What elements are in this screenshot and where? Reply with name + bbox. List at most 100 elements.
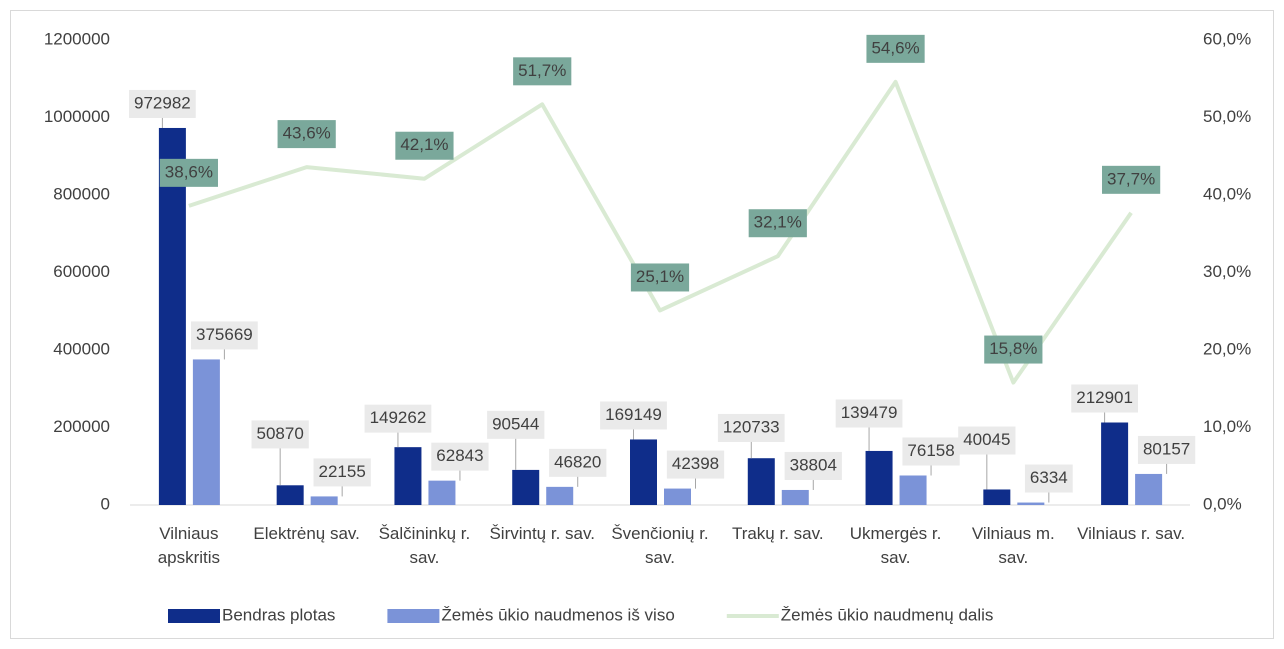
line-data-label-box: [984, 335, 1043, 364]
y-tick-label: 600000: [53, 262, 110, 281]
bar-data-label-box: [600, 401, 667, 430]
bar-data-label-box: [364, 404, 432, 433]
y-tick-label: 1000000: [44, 107, 110, 126]
x-tick-label: Širvintų r. sav.: [489, 524, 595, 543]
line-data-label-box: [513, 57, 572, 86]
line-data-label: 37,7%: [1107, 169, 1155, 188]
bar-data-label: 50870: [257, 424, 304, 443]
line-data-label-box: [159, 158, 218, 187]
bar-data-label: 76158: [907, 441, 954, 460]
bar-data-label-box: [191, 321, 258, 350]
bar-data-label-box: [666, 450, 725, 479]
x-tick-label: Švenčionių r. sav.: [611, 524, 709, 567]
y2-tick-label: 50,0%: [1203, 107, 1251, 126]
bar-data-label-box: [1137, 435, 1196, 464]
bar-data-label: 22155: [319, 462, 366, 481]
bar-data-label: 169149: [605, 405, 662, 424]
y2-tick-label: 20,0%: [1203, 339, 1251, 358]
bar-data-label-box: [549, 448, 607, 477]
bar-data-label-box: [835, 399, 903, 428]
bar: [512, 469, 540, 505]
chart-border: [10, 10, 1274, 639]
bar: [747, 458, 775, 505]
bar-data-label: 6334: [1030, 468, 1068, 487]
x-tick-label: Ukmergės r. sav.: [849, 524, 942, 567]
bar-data-label-box: [717, 413, 785, 442]
bar: [1017, 502, 1045, 505]
legend-label: Bendras plotas: [222, 605, 335, 624]
bar-data-label: 139479: [841, 403, 898, 422]
y-tick-label: 0: [101, 494, 110, 513]
bar-data-label: 38804: [790, 455, 837, 474]
bar: [428, 480, 456, 505]
legend-label: Žemės ūkio naudmenos iš viso: [441, 605, 674, 624]
bar: [546, 486, 574, 505]
line-data-label: 54,6%: [871, 38, 919, 57]
legend-swatch: [387, 609, 440, 623]
line-data-label: 43,6%: [283, 124, 331, 143]
bar-data-label: 46820: [554, 452, 601, 471]
line-data-label-box: [1102, 165, 1161, 194]
bar: [983, 489, 1011, 505]
line-data-label: 42,1%: [400, 135, 448, 154]
bar-data-label-box: [129, 89, 196, 118]
bar-data-label-box: [313, 458, 371, 487]
bar-data-label: 375669: [196, 325, 253, 344]
bar-data-label: 90544: [492, 414, 539, 433]
bar-data-label: 149262: [370, 408, 427, 427]
bar: [1135, 473, 1163, 505]
bar-data-label: 212901: [1076, 388, 1133, 407]
legend-swatch: [168, 609, 220, 623]
line-data-label-box: [630, 263, 690, 292]
y2-tick-label: 10,0%: [1203, 417, 1251, 436]
bar-data-label: 42398: [672, 454, 719, 473]
y-tick-label: 1200000: [44, 29, 110, 48]
bar-data-label: 80157: [1143, 439, 1190, 458]
bar: [276, 485, 304, 505]
x-tick-label: Vilniaus m. sav.: [971, 524, 1055, 567]
bar: [1101, 422, 1129, 505]
line-data-label: 25,1%: [636, 267, 684, 286]
line-data-label-box: [748, 209, 807, 238]
line-data-label-box: [277, 120, 336, 149]
x-tick-label: Trakų r. sav.: [731, 524, 824, 543]
y2-tick-label: 40,0%: [1203, 184, 1251, 203]
line-data-label: 38,6%: [165, 162, 213, 181]
line-data-label-box: [866, 34, 925, 63]
bar: [630, 439, 657, 505]
x-tick-label: Šalčininkų r. sav.: [378, 524, 471, 567]
bar: [899, 475, 927, 505]
bar-data-label-box: [784, 451, 842, 480]
bar-data-label-box: [958, 426, 1016, 455]
bar: [192, 359, 220, 505]
bar-data-label-box: [487, 410, 545, 439]
line-series: [188, 79, 1133, 385]
bar-data-label: 972982: [134, 93, 191, 112]
bar: [310, 496, 338, 505]
x-tick-label: Elektrėnų sav.: [253, 524, 360, 543]
legend-label: Žemės ūkio naudmenų dalis: [781, 605, 994, 624]
bar: [664, 488, 691, 505]
bar-data-label: 40045: [963, 430, 1010, 449]
y2-tick-label: 0,0%: [1203, 494, 1242, 513]
x-tick-label: Vilniaus apskritis: [157, 524, 221, 567]
line-data-label: 51,7%: [518, 61, 566, 80]
bar: [865, 450, 893, 505]
line-data-label: 32,1%: [754, 213, 802, 232]
bar: [158, 127, 186, 505]
line-data-label-box: [395, 131, 454, 160]
bar-data-label-box: [902, 437, 960, 466]
bar-data-label-box: [251, 420, 309, 449]
y2-tick-label: 60,0%: [1203, 29, 1251, 48]
y-tick-label: 400000: [53, 339, 110, 358]
y-tick-label: 200000: [53, 417, 110, 436]
bar-data-label-box: [431, 442, 489, 471]
bar: [394, 447, 422, 505]
line-data-label: 15,8%: [989, 339, 1037, 358]
y-tick-label: 800000: [53, 184, 110, 203]
x-tick-label: Vilniaus r. sav.: [1077, 524, 1186, 543]
bar-data-label-box: [1024, 464, 1073, 493]
bar-data-label: 62843: [436, 446, 483, 465]
